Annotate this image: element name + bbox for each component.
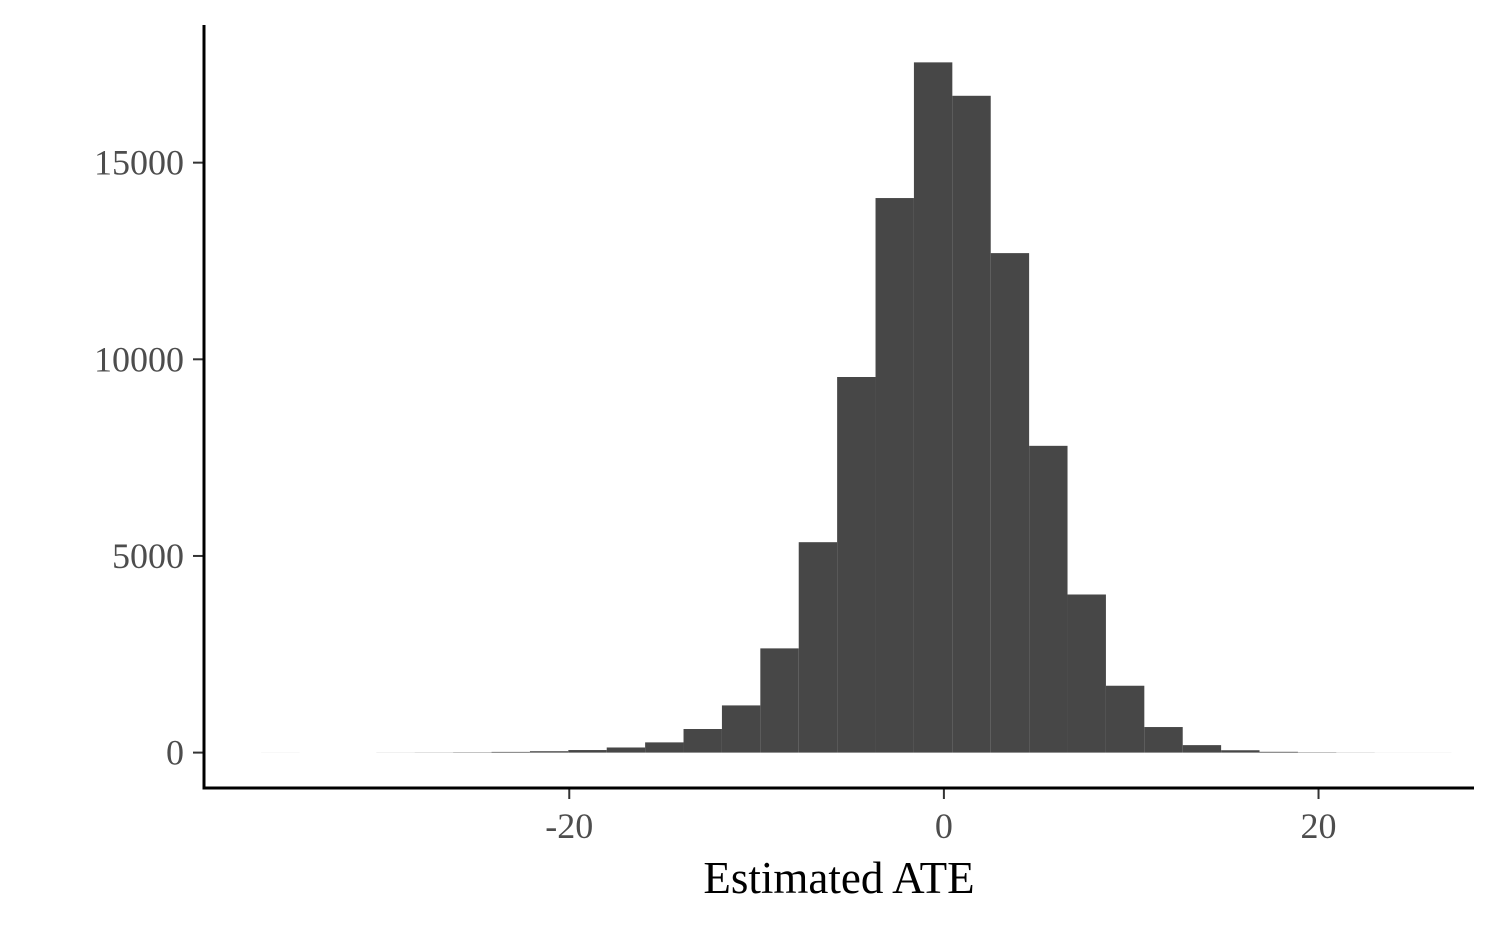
- histogram-bar: [568, 750, 607, 753]
- histogram-bar: [1182, 745, 1222, 753]
- histogram-bar: [529, 751, 569, 753]
- histogram-bar: [1067, 594, 1106, 753]
- histogram-bar: [798, 542, 838, 753]
- x-tick-label: 20: [1301, 806, 1337, 846]
- x-axis-title: Estimated ATE: [703, 853, 974, 903]
- histogram-bar: [1221, 750, 1260, 753]
- histogram-bar: [875, 198, 914, 753]
- x-tick-label: -20: [545, 806, 593, 846]
- histogram-bar: [990, 253, 1030, 753]
- x-tick-label: 0: [935, 806, 953, 846]
- histogram-bar: [491, 751, 530, 753]
- x-ticks-layer: -20 0 20: [545, 788, 1337, 846]
- histogram-bar: [1144, 727, 1183, 753]
- histogram-bar: [952, 95, 991, 753]
- histogram-bar: [837, 377, 876, 753]
- histogram-bar: [760, 648, 799, 753]
- histogram-bar: [645, 742, 684, 753]
- y-tick-label: 10000: [94, 339, 184, 379]
- histogram-bar: [721, 705, 761, 753]
- y-tick-label: 5000: [112, 536, 184, 576]
- histogram-bar: [1105, 685, 1145, 753]
- histogram-bar: [683, 729, 722, 753]
- histogram-bar: [913, 62, 953, 753]
- histogram-bar: [1259, 751, 1298, 753]
- histogram-bar: [1029, 445, 1068, 753]
- y-tick-label: 0: [166, 733, 184, 773]
- y-ticks-layer: 0 5000 10000 15000: [94, 143, 204, 773]
- y-tick-label: 15000: [94, 143, 184, 183]
- histogram-bar: [606, 747, 646, 753]
- bars-layer: [261, 62, 1452, 753]
